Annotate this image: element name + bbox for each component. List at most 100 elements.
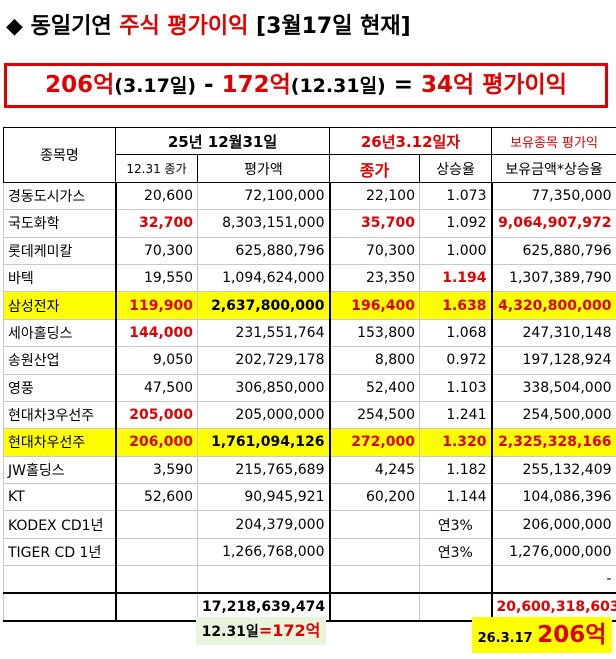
summary-value-2: 172억	[221, 72, 291, 98]
close-0312-cell: 35,700	[329, 209, 420, 238]
valuation-cell: 1,094,624,000	[197, 263, 331, 293]
table-row: 경동도시가스 20,600 72,100,000 22,100 1.073 77,350,…	[3, 181, 616, 211]
close-1231-cell: 20,600	[114, 181, 198, 211]
table-row: 영풍 47,500 306,850,000 52,400 1.103 338,504,00…	[3, 373, 616, 402]
rise-cell: 1.103	[418, 373, 493, 402]
totals-valuation-cell: 17,218,639,474	[197, 592, 331, 622]
close-1231-cell: 19,550	[114, 263, 198, 293]
stock-name-cell: 삼성전자	[3, 291, 116, 320]
valuation-cell: 205,000,000	[197, 400, 331, 430]
valuation-cell: 231,551,764	[197, 318, 331, 348]
close-1231-cell: 52,600	[114, 483, 198, 512]
summary-box: 206억(3.17일) - 172억(12.31일) = 34억 평가이익	[4, 63, 608, 108]
close-1231-cell: 144,000	[114, 318, 198, 348]
footer-0317-total: 26.3.17 206억	[472, 617, 612, 653]
summary-value-1: 206억	[45, 72, 115, 98]
rise-cell: 0.972	[418, 346, 493, 375]
title-suffix: [3월17일 현재]	[256, 14, 411, 39]
table-row: 현대차우선주 206,000 1,761,094,126 272,000 1.320 2,…	[3, 428, 616, 457]
table-row: 삼성전자 119,900 2,637,800,000 196,400 1.638 4,32…	[3, 291, 616, 320]
rise-cell: 1.320	[418, 428, 493, 457]
holding-value-cell: 1,307,389,790	[490, 263, 616, 293]
valuation-cell: 215,765,689	[197, 455, 331, 485]
table-row: 롯데케미칼 70,300 625,880,796 70,300 1.000 625,880…	[3, 236, 616, 265]
table-row: 세아홀딩스 144,000 231,551,764 153,800 1.068 247,3…	[3, 318, 616, 348]
close-0312-cell: 70,300	[329, 236, 420, 265]
close-0312-cell: 22,100	[329, 181, 420, 211]
summary-result: 34억 평가이익	[421, 72, 567, 98]
header-holding-value: 보유금액*상승율	[491, 154, 616, 183]
close-1231-cell: 9,050	[114, 346, 198, 375]
summary-equals: =	[393, 72, 414, 98]
valuation-cell: 202,729,178	[197, 346, 331, 375]
stock-name-cell: 송원산업	[3, 346, 116, 375]
table-row: 바텍 19,550 1,094,624,000 23,350 1.194 1,307,38…	[3, 263, 616, 293]
header-group-holding: 보유종목 평가익	[491, 126, 616, 156]
holding-value-cell: 254,500,000	[490, 400, 616, 430]
close-1231-cell: 119,900	[114, 291, 198, 320]
table-row: KT 52,600 90,945,921 60,200 1.144 104,086,396	[3, 483, 616, 512]
stock-name-cell	[3, 565, 116, 594]
rise-cell: 1.194	[418, 263, 493, 293]
close-0312-cell: 4,245	[329, 455, 420, 485]
stock-name-cell: 바텍	[3, 263, 116, 293]
totals-empty-cell	[418, 592, 493, 622]
footer-left-value: =172억	[258, 621, 321, 640]
totals-label-cell	[3, 592, 116, 622]
holding-value-cell: 4,320,800,000	[490, 291, 616, 320]
close-0312-cell	[329, 510, 420, 539]
valuation-cell: 2,637,800,000	[197, 291, 331, 320]
holdings-table: 종목명 25년 12월31일 26년3.12일자 보유종목 평가익 12.31 …	[3, 126, 616, 622]
header-rise: 상승율	[418, 154, 493, 183]
close-1231-cell: 3,590	[114, 455, 198, 485]
footer-right-date: 26.3.17	[477, 631, 533, 646]
rise-cell: 연3%	[418, 510, 493, 539]
table-row: -	[3, 565, 616, 594]
stock-name-cell: 경동도시가스	[3, 181, 116, 211]
valuation-cell: 1,761,094,126	[197, 428, 331, 457]
header-group-0312: 26년3.12일자	[328, 126, 493, 156]
title-prefix: 동일기연	[30, 14, 112, 39]
footer-left-date: 12.31일	[201, 624, 259, 640]
valuation-cell: 72,100,000	[197, 181, 331, 211]
stock-name-cell: KT	[3, 483, 116, 512]
rise-cell: 1.241	[418, 400, 493, 430]
holding-value-cell: 2,325,328,166	[490, 428, 616, 457]
close-1231-cell: 205,000	[114, 400, 198, 430]
close-0312-cell: 272,000	[329, 428, 420, 457]
close-0312-cell: 52,400	[329, 373, 420, 402]
table-row: KODEX CD1년 204,379,000 연3% 206,000,000	[3, 510, 616, 539]
rise-cell: 연3%	[418, 537, 493, 567]
close-1231-cell: 32,700	[114, 209, 198, 238]
totals-empty-cell	[329, 592, 420, 622]
holding-value-cell: 77,350,000	[490, 181, 616, 211]
holding-value-cell: 206,000,000	[490, 510, 616, 539]
close-1231-cell	[114, 510, 198, 539]
close-0312-cell	[329, 565, 420, 594]
close-0312-cell: 196,400	[329, 291, 420, 320]
valuation-cell: 204,379,000	[197, 510, 331, 539]
stock-name-cell: KODEX CD1년	[3, 510, 116, 539]
valuation-cell: 90,945,921	[197, 483, 331, 512]
stock-name-cell: 영풍	[3, 373, 116, 402]
table-row: JW홀딩스 3,590 215,765,689 4,245 1.182 255,132,4…	[3, 455, 616, 485]
valuation-cell: 625,880,796	[197, 236, 331, 265]
summary-date-2: (12.31일)	[290, 75, 386, 97]
table-row: 송원산업 9,050 202,729,178 8,800 0.972 197,128,92…	[3, 346, 616, 375]
close-1231-cell: 47,500	[114, 373, 198, 402]
rise-cell: 1.068	[418, 318, 493, 348]
valuation-cell	[197, 565, 331, 594]
stock-name-cell: 국도화학	[3, 209, 116, 238]
totals-row: 17,218,639,474 20,600,318,603	[3, 592, 616, 622]
close-1231-cell: 70,300	[114, 236, 198, 265]
stock-name-cell: 롯데케미칼	[3, 236, 116, 265]
holding-value-cell: 255,132,409	[490, 455, 616, 485]
page-title: ◆ 동일기연 주식 평가이익 [3월17일 현재]	[6, 6, 606, 48]
valuation-cell: 8,303,151,000	[197, 209, 331, 238]
rise-cell: 1.000	[418, 236, 493, 265]
holding-value-cell: 1,276,000,000	[490, 537, 616, 567]
holding-value-cell: -	[490, 565, 616, 594]
totals-holding-value-cell: 20,600,318,603	[490, 592, 616, 622]
close-1231-cell: 206,000	[114, 428, 198, 457]
close-0312-cell: 60,200	[329, 483, 420, 512]
